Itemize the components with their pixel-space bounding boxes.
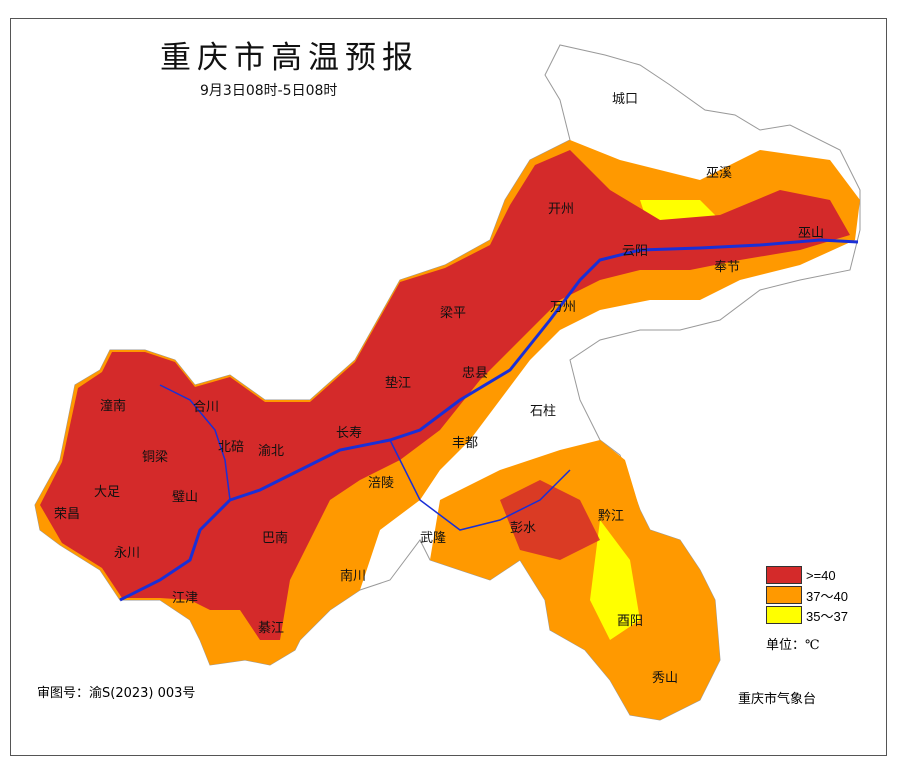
district-label: 长寿 (336, 426, 363, 441)
legend-item-37-40: 37～40 (766, 585, 848, 605)
legend-label: 35～37 (806, 608, 848, 624)
legend-swatch (766, 566, 802, 584)
map-title: 重庆市高温预报 (160, 40, 419, 76)
legend-label: 37～40 (806, 588, 848, 604)
map-subtitle: 9月3日08时-5日08时 (200, 83, 338, 99)
district-label: 合川 (193, 400, 220, 415)
unit-label: 单位：℃ (766, 638, 820, 653)
district-label: 梁平 (440, 306, 467, 321)
district-label: 秀山 (652, 671, 679, 686)
district-label: 北碚 (218, 440, 245, 455)
district-label: 云阳 (622, 244, 649, 259)
zone-35-37-patch (590, 520, 640, 640)
legend: >=40 37～40 35～37 (766, 565, 848, 625)
yangtze-river (119, 238, 859, 602)
district-label: 城口 (612, 92, 639, 107)
district-label: 黔江 (598, 509, 625, 524)
district-label: 大足 (94, 485, 121, 500)
district-label: 巫山 (798, 226, 825, 241)
legend-item-over-40: >=40 (766, 565, 848, 585)
district-label: 涪陵 (368, 476, 395, 491)
district-label: 开州 (548, 202, 575, 217)
legend-swatch (766, 606, 802, 624)
district-label: 巫溪 (706, 166, 733, 181)
district-label: 彭水 (510, 521, 537, 536)
district-label: 忠县 (462, 366, 489, 381)
review-number: 审图号：渝S(2023) 003号 (37, 686, 196, 701)
wu-river (389, 439, 571, 531)
legend-item-35-37: 35～37 (766, 605, 848, 625)
district-label: 江津 (172, 591, 199, 606)
legend-label: >=40 (806, 567, 836, 583)
district-label: 酉阳 (617, 614, 644, 629)
district-label: 巴南 (262, 531, 289, 546)
map-frame (10, 18, 887, 756)
agency-label: 重庆市气象台 (738, 692, 817, 707)
district-label: 潼南 (100, 399, 127, 414)
district-label: 奉节 (714, 260, 741, 275)
district-label: 渝北 (258, 444, 285, 459)
zone-over-40-southeast (500, 480, 600, 560)
district-label: 万州 (550, 300, 577, 315)
jialing-river (159, 384, 231, 501)
district-label: 永川 (114, 546, 141, 561)
district-label: 綦江 (258, 621, 285, 636)
district-label: 璧山 (172, 490, 199, 505)
district-label: 武隆 (420, 531, 447, 546)
district-label: 丰都 (452, 436, 479, 451)
district-label: 南川 (340, 569, 367, 584)
district-label: 垫江 (385, 376, 412, 391)
district-label: 石柱 (530, 404, 557, 419)
zone-37-40-southeast (430, 440, 720, 720)
district-label: 荣昌 (54, 507, 81, 522)
zone-over-40 (40, 150, 850, 640)
district-label: 铜梁 (142, 450, 169, 465)
legend-swatch (766, 586, 802, 604)
